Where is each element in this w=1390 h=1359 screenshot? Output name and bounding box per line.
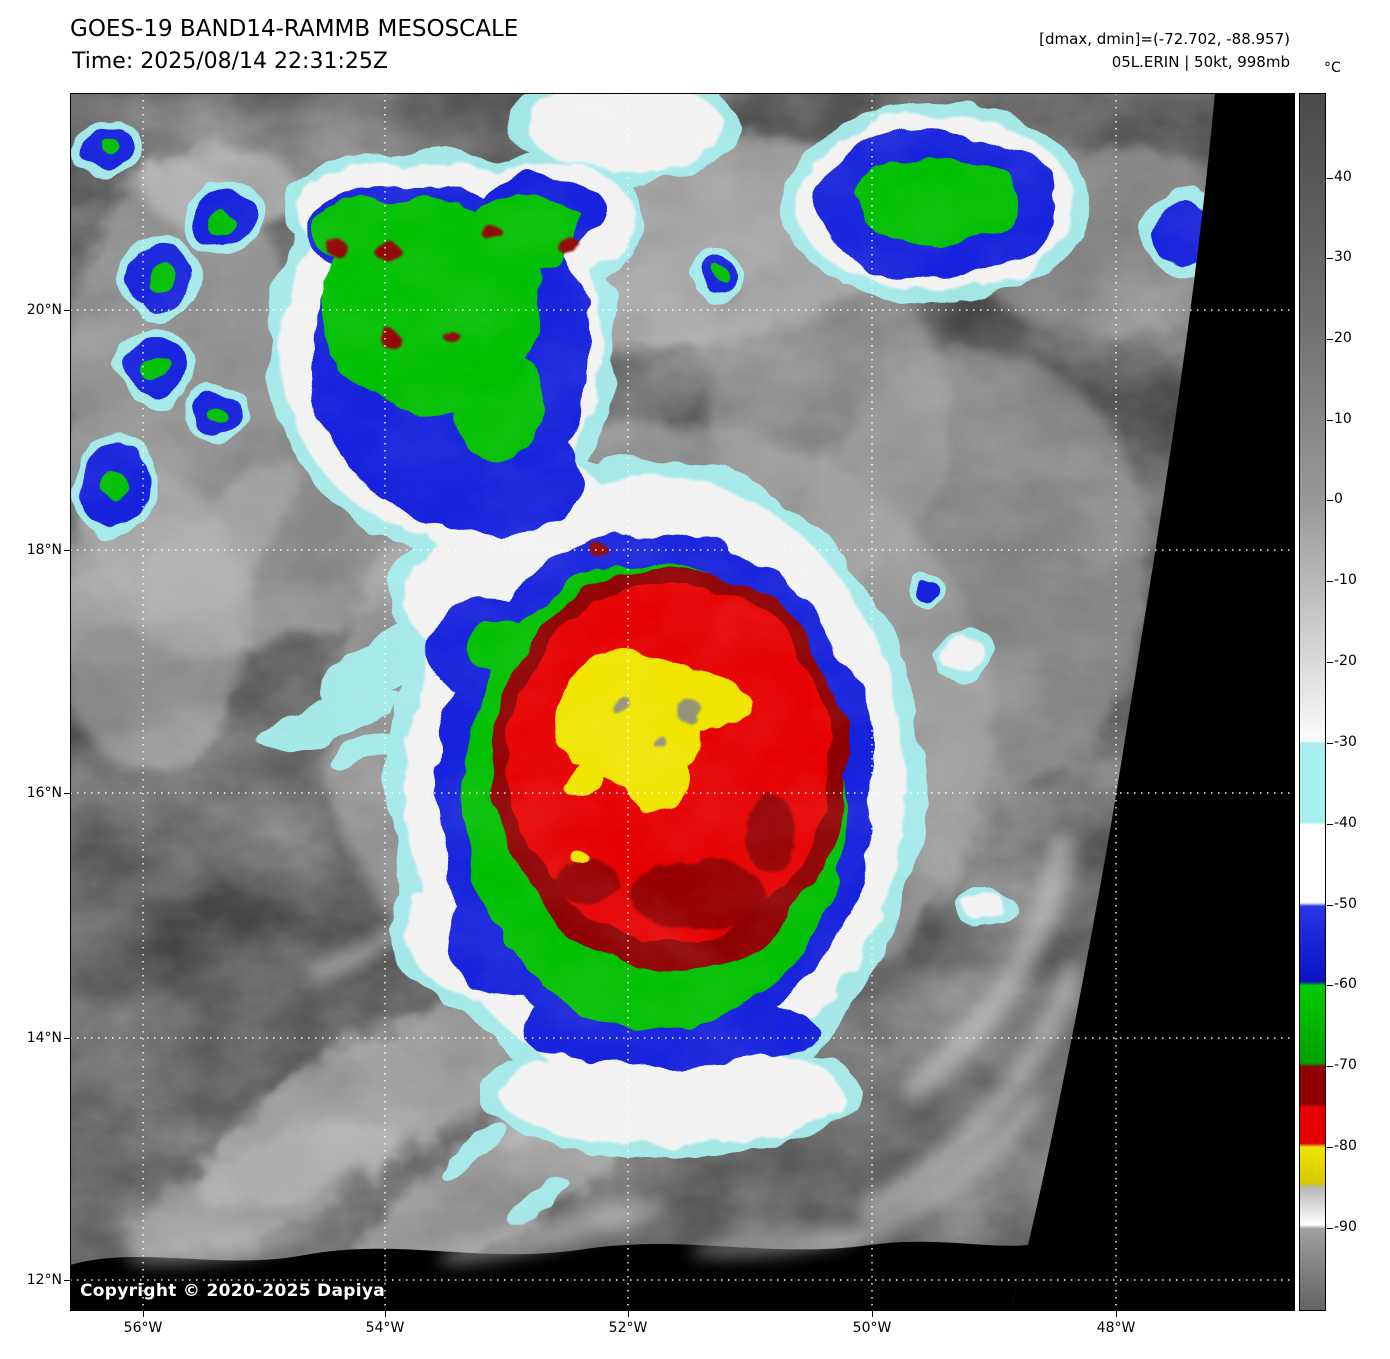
colorbar-tickmark (1327, 258, 1333, 259)
colorbar-tick-label: -50 (1334, 896, 1357, 912)
colorbar-tickmark (1327, 743, 1333, 744)
lon-label: 48°W (1096, 1320, 1136, 1336)
map-border (70, 93, 1295, 1311)
lon-label: 50°W (852, 1320, 892, 1336)
colorbar-tick-label: 40 (1334, 169, 1352, 185)
temperature-colorbar (1299, 93, 1326, 1311)
lon-tick (385, 1311, 386, 1317)
colorbar-tickmark (1327, 985, 1333, 986)
satellite-image (0, 70, 1295, 1311)
colorbar-tickmark (1327, 581, 1333, 582)
lat-tick (64, 550, 70, 551)
no-data-regions (70, 93, 1295, 1311)
colorbar-tick-label: 0 (1334, 491, 1343, 507)
bottom-cloud-wisps (125, 1201, 860, 1266)
lon-tick (872, 1311, 873, 1317)
colorbar-tickmark (1327, 178, 1333, 179)
colorbar-tickmark (1327, 1066, 1333, 1067)
colorbar-tickmark (1327, 339, 1333, 340)
colorbar-tick-label: -80 (1334, 1138, 1357, 1154)
colorbar-tick-label: -90 (1334, 1219, 1357, 1235)
colorbar-tick-label: -20 (1334, 653, 1357, 669)
lon-tick (1116, 1311, 1117, 1317)
colorbar-tick-label: -10 (1334, 572, 1357, 588)
lat-tick (64, 1038, 70, 1039)
lon-label: 52°W (608, 1320, 648, 1336)
colorbar-tickmark (1327, 824, 1333, 825)
lon-label: 56°W (123, 1320, 163, 1336)
copyright-notice: Copyright © 2020-2025 Dapiya (80, 1281, 385, 1301)
colorbar-tick-label: -70 (1334, 1057, 1357, 1073)
lat-label: 20°N (26, 302, 62, 318)
lat-label: 14°N (26, 1030, 62, 1046)
colorbar-tickmark (1327, 905, 1333, 906)
colorbar-tick-label: 20 (1334, 330, 1352, 346)
colorbar-tick-label: -30 (1334, 734, 1357, 750)
satellite-map (0, 70, 1295, 1311)
colorbar-tick-label: -40 (1334, 815, 1357, 831)
lat-tick (64, 310, 70, 311)
lat-label: 16°N (26, 785, 62, 801)
lon-label: 54°W (365, 1320, 405, 1336)
colorbar-tickmark (1327, 420, 1333, 421)
lat-tick (64, 793, 70, 794)
lat-label: 12°N (26, 1272, 62, 1288)
colorbar-tickmark (1327, 1228, 1333, 1229)
lon-tick (628, 1311, 629, 1317)
dmax-dmin-readout: [dmax, dmin]=(-72.702, -88.957) (1039, 30, 1290, 48)
colorbar-tickmark (1327, 1147, 1333, 1148)
lon-tick (143, 1311, 144, 1317)
lat-tick (64, 1280, 70, 1281)
graticule (70, 93, 1295, 1311)
lat-label: 18°N (26, 542, 62, 558)
header-right: [dmax, dmin]=(-72.702, -88.957) 05L.ERIN… (1039, 28, 1290, 74)
colorbar-tick-label: 10 (1334, 411, 1352, 427)
colorbar-tickmark (1327, 662, 1333, 663)
storm-info: 05L.ERIN | 50kt, 998mb (1111, 53, 1290, 71)
colorbar-tickmark (1327, 500, 1333, 501)
timestamp: Time: 2025/08/14 22:31:25Z (72, 49, 388, 74)
page-title: GOES-19 BAND14-RAMMB MESOSCALE (70, 16, 519, 42)
colorbar-unit: °C (1324, 60, 1341, 76)
colorbar-tick-label: -60 (1334, 976, 1357, 992)
colorbar-tick-label: 30 (1334, 249, 1352, 265)
